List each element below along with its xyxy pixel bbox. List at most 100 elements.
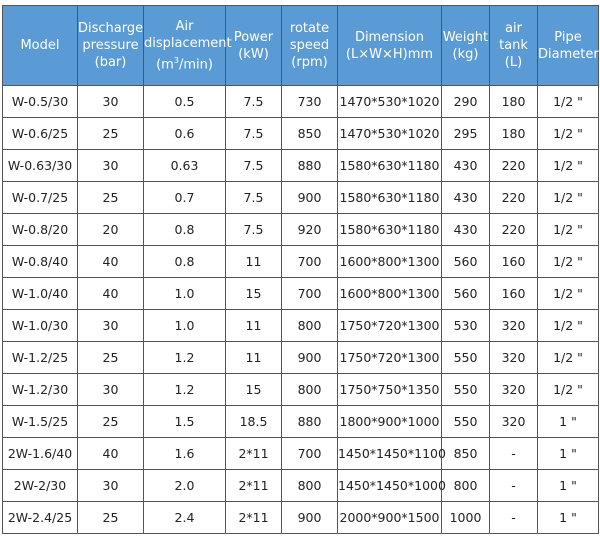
cell-model: W-1.5/25 <box>2 405 78 438</box>
cell-rotate-speed: 900 <box>281 181 338 214</box>
cell-dimension: 1800*900*1000 <box>337 405 442 438</box>
cell-discharge-pressure: 40 <box>77 437 144 470</box>
cell-pipe-diameter: 1 " <box>537 469 599 502</box>
table-row: W-1.2/30 30 1.2 15 800 1750*750*1350 550 320 1/2… <box>2 373 599 406</box>
cell-power: 18.5 <box>225 405 282 438</box>
cell-air-tank: 160 <box>489 277 538 310</box>
cell-dimension: 1580*630*1180 <box>337 213 442 246</box>
cell-rotate-speed: 800 <box>281 469 338 502</box>
cell-power: 2*11 <box>225 469 282 502</box>
cell-air-displacement: 0.63 <box>143 149 226 182</box>
cell-weight: 430 <box>441 213 490 246</box>
header-row: Model Discharge pressure (bar) Air displaceme… <box>2 5 599 86</box>
header-line: Dimension <box>354 29 425 45</box>
cell-weight: 530 <box>441 309 490 342</box>
cell-rotate-speed: 850 <box>281 117 338 150</box>
cell-dimension: 1750*750*1350 <box>337 373 442 406</box>
header-line: air tank <box>499 21 528 53</box>
cell-power: 2*11 <box>225 501 282 534</box>
cell-rotate-speed: 880 <box>281 149 338 182</box>
cell-pipe-diameter: 1 " <box>537 437 599 470</box>
cell-weight: 430 <box>441 181 490 214</box>
cell-air-tank: 320 <box>489 405 538 438</box>
table-row: W-0.8/40 40 0.8 11 700 1600*800*1300 560 160 1/2… <box>2 245 599 278</box>
unit-part: (m <box>156 57 174 73</box>
header-air-tank: air tank (L) <box>489 5 538 86</box>
cell-pipe-diameter: 1/2 " <box>537 85 599 118</box>
cell-air-displacement: 1.0 <box>143 277 226 310</box>
cell-discharge-pressure: 40 <box>77 277 144 310</box>
cell-weight: 560 <box>441 245 490 278</box>
cell-discharge-pressure: 40 <box>77 245 144 278</box>
header-line: Weight <box>442 29 489 45</box>
cell-power: 7.5 <box>225 85 282 118</box>
header-line: rotate <box>289 21 330 36</box>
cell-rotate-speed: 920 <box>281 213 338 246</box>
cell-air-displacement: 0.7 <box>143 181 226 214</box>
cell-air-tank: 180 <box>489 117 538 150</box>
cell-air-tank: 220 <box>489 149 538 182</box>
cell-rotate-speed: 700 <box>281 277 338 310</box>
unit-part: 3 <box>173 55 179 65</box>
cell-weight: 290 <box>441 85 490 118</box>
cell-dimension: 1450*1450*1000 <box>337 469 446 502</box>
header-pipe-diameter: Pipe Diameter <box>537 5 599 86</box>
header-model: Model <box>2 5 78 86</box>
cell-discharge-pressure: 20 <box>77 213 144 246</box>
header-line: displacement <box>144 35 232 51</box>
table-row: 2W-2/30 30 2.0 2*11 800 1450*1450*1000 800-1 " <box>2 469 599 502</box>
cell-dimension: 1580*630*1180 <box>337 149 442 182</box>
cell-rotate-speed: 730 <box>281 85 338 118</box>
cell-pipe-diameter: 1 " <box>537 501 599 534</box>
cell-pipe-diameter: 1/2 " <box>537 277 599 310</box>
cell-air-displacement: 0.5 <box>143 85 226 118</box>
cell-weight: 560 <box>441 277 490 310</box>
table-row: W-0.63/30 30 0.63 7.5 880 1580*630*1180 430 220… <box>2 149 599 182</box>
cell-weight: 550 <box>441 341 490 374</box>
cell-discharge-pressure: 30 <box>77 149 144 182</box>
header-line: (kW) <box>238 46 269 62</box>
header-power: Power (kW) <box>225 5 282 86</box>
header-discharge-pressure: Discharge pressure (bar) <box>77 5 144 86</box>
cell-model: W-0.8/40 <box>2 245 78 278</box>
cell-air-displacement: 0.6 <box>143 117 226 150</box>
cell-air-tank: 220 <box>489 181 538 214</box>
cell-power: 7.5 <box>225 181 282 214</box>
header-line: Discharge <box>78 21 144 36</box>
cell-model: W-0.6/25 <box>2 117 78 150</box>
cell-discharge-pressure: 25 <box>77 501 144 534</box>
cell-discharge-pressure: 25 <box>77 341 144 374</box>
cell-air-tank: 220 <box>489 213 538 246</box>
header-weight: Weight (kg) <box>441 5 490 86</box>
cell-discharge-pressure: 25 <box>77 181 144 214</box>
cell-power: 7.5 <box>225 213 282 246</box>
cell-air-displacement: 1.0 <box>143 309 226 342</box>
cell-air-displacement: 2.0 <box>143 469 226 502</box>
compressor-spec-table: Model Discharge pressure (bar) Air displaceme… <box>2 5 599 534</box>
cell-dimension: 2000*900*1500 <box>337 501 442 534</box>
cell-model: W-0.63/30 <box>2 149 78 182</box>
cell-pipe-diameter: 1/2 " <box>537 373 599 406</box>
cell-air-tank: - <box>489 437 538 470</box>
cell-air-displacement: 1.5 <box>143 405 226 438</box>
header-rotate-speed: rotate speed (rpm) <box>281 5 338 86</box>
header-unit: (m3/min) <box>144 52 225 73</box>
header-line: speed <box>289 38 330 53</box>
cell-rotate-speed: 700 <box>281 245 338 278</box>
cell-pipe-diameter: 1/2 " <box>537 117 599 150</box>
cell-rotate-speed: 800 <box>281 309 338 342</box>
cell-air-tank: 160 <box>489 245 538 278</box>
header-line: Air <box>175 18 194 34</box>
cell-pipe-diameter: 1/2 " <box>537 149 599 182</box>
cell-air-displacement: 0.8 <box>143 213 226 246</box>
cell-rotate-speed: 900 <box>281 501 338 534</box>
cell-dimension: 1470*530*1020 <box>337 85 442 118</box>
header-line: Model <box>20 38 60 53</box>
header-line: (L) <box>504 55 523 70</box>
header-line: Diameter <box>538 46 599 62</box>
cell-dimension: 1600*800*1300 <box>337 277 442 310</box>
cell-weight: 800 <box>441 469 490 502</box>
cell-power: 7.5 <box>225 149 282 182</box>
cell-rotate-speed: 800 <box>281 373 338 406</box>
cell-rotate-speed: 900 <box>281 341 338 374</box>
